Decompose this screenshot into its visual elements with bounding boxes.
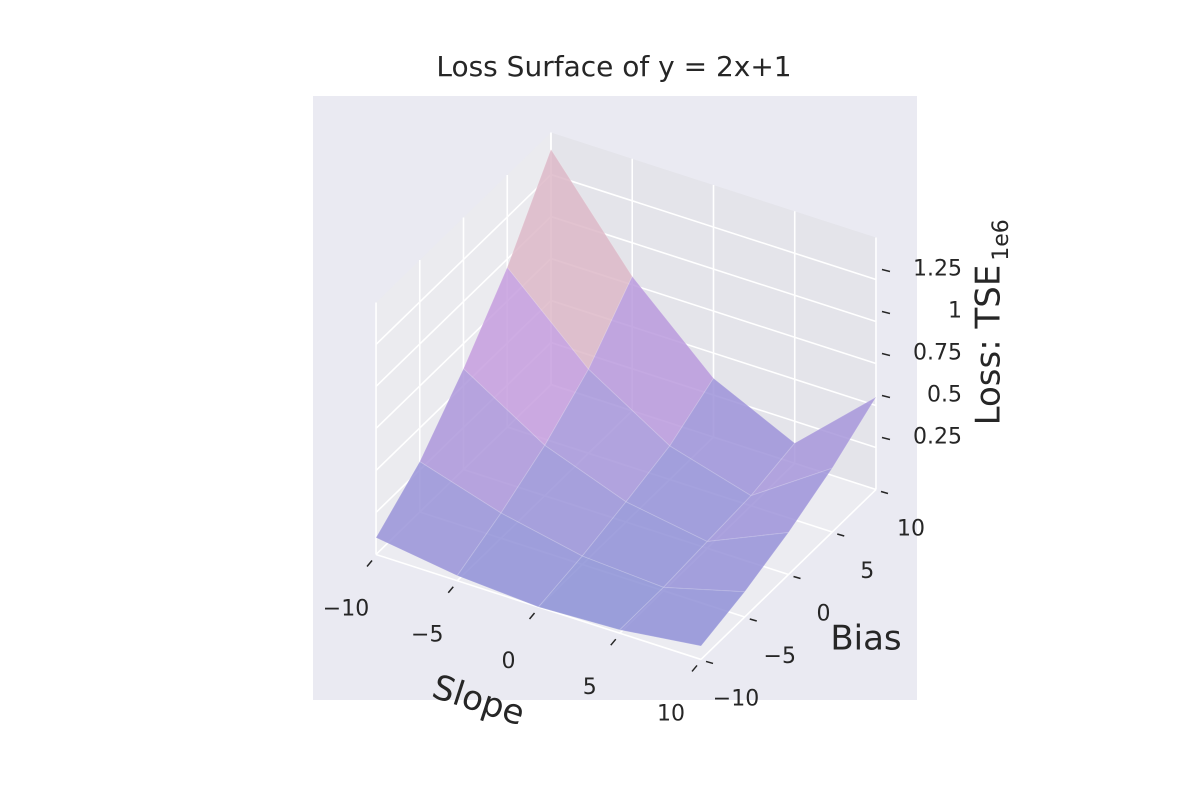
- y-tick-mark: [837, 533, 845, 537]
- z-tick-mark: [881, 268, 891, 273]
- y-tick-label: 5: [860, 559, 874, 584]
- x-tick-label: 10: [657, 701, 685, 726]
- y-tick-mark: [793, 575, 801, 580]
- y-tick-label: −10: [713, 686, 759, 711]
- z-offset-label: 1e6: [989, 219, 1014, 261]
- z-tick-label: 0.5: [927, 383, 962, 408]
- y-tick-label: 0: [817, 601, 831, 626]
- y-axis-label: Bias: [830, 619, 901, 659]
- z-tick-label: 1.25: [913, 257, 962, 282]
- x-tick-label: 5: [583, 675, 597, 700]
- z-tick-label: 1: [948, 299, 962, 324]
- x-tick-label: −5: [411, 623, 443, 648]
- y-tick-mark: [705, 660, 714, 665]
- x-tick-mark: [691, 664, 698, 672]
- z-tick-mark: [881, 310, 891, 315]
- grid-line: [550, 215, 877, 323]
- y-tick-label: 10: [897, 517, 925, 542]
- surface-cell: [618, 586, 746, 647]
- x-tick-mark: [610, 638, 617, 646]
- z-tick-mark: [881, 436, 891, 441]
- z-tick-mark: [881, 352, 891, 357]
- y-tick-mark: [749, 618, 757, 622]
- z-tick-label: 0.75: [913, 341, 962, 366]
- grid-line: [550, 173, 877, 281]
- z-axis-label: Loss: TSE: [969, 265, 1009, 426]
- y-tick-mark: [880, 490, 889, 495]
- x-tick-label: −10: [323, 596, 369, 621]
- x-tick-mark: [447, 586, 454, 594]
- y-tick-label: −5: [764, 644, 796, 669]
- z-tick-mark: [881, 394, 891, 399]
- grid-line: [375, 173, 552, 346]
- panes: Loss Surface of y = 2x+1: [436, 50, 791, 83]
- z-tick-label: 0.25: [913, 425, 962, 450]
- chart-title: Loss Surface of y = 2x+1: [436, 50, 791, 83]
- x-tick-mark: [528, 612, 536, 620]
- x-tick-label: 0: [502, 649, 516, 674]
- x-tick-mark: [366, 559, 373, 567]
